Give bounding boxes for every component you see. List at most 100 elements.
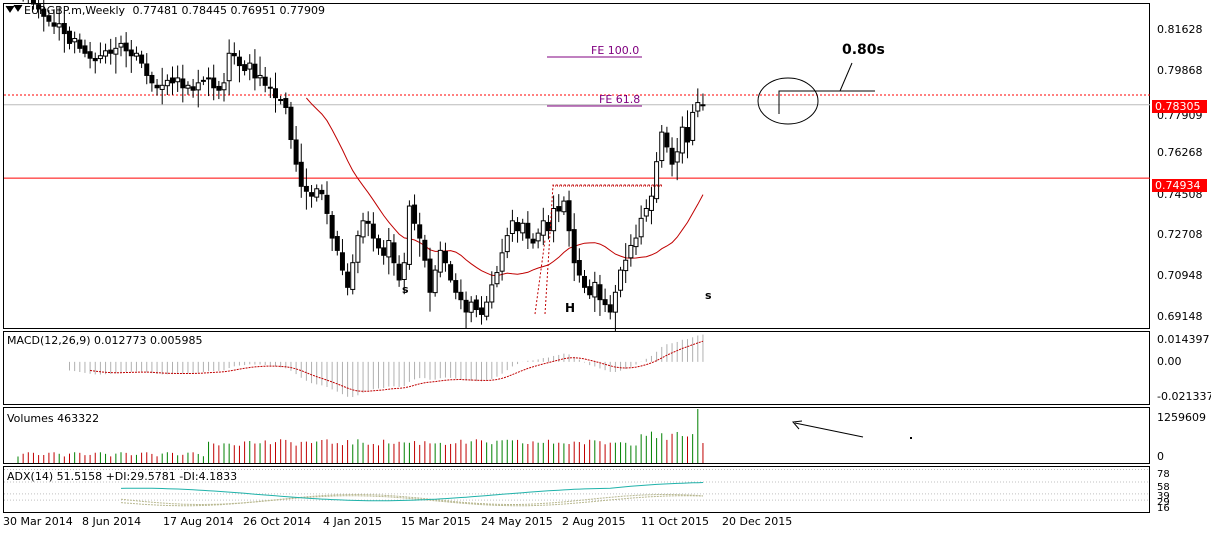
candle-body [221, 82, 227, 91]
candle-body [365, 220, 371, 224]
candle-body [386, 240, 392, 258]
candle-body [648, 195, 654, 211]
candle-body [633, 237, 639, 248]
candle-body [113, 47, 119, 55]
y-tick: 0.70948 [1157, 269, 1203, 282]
target-circle[interactable] [757, 77, 819, 125]
adx-tick: 29 [1157, 497, 1170, 508]
adx-line [120, 482, 704, 502]
candle-body [67, 30, 72, 44]
candle-body [185, 84, 191, 89]
adx-tick: 39 [1157, 491, 1170, 502]
volume-tick: 1259609 [1157, 411, 1206, 424]
head-measure-line[interactable] [544, 184, 662, 315]
y-tick: 0.69148 [1157, 310, 1203, 323]
candles [22, 0, 706, 331]
candle-body [164, 79, 170, 87]
volume-arrow[interactable] [794, 422, 864, 438]
candle-body [494, 272, 500, 285]
macd-panel-frame [3, 331, 1150, 405]
panel-frames [3, 3, 1150, 513]
candle-body [685, 127, 690, 143]
target-pointer [839, 62, 853, 92]
candle-body [190, 86, 196, 91]
candle-body [61, 23, 67, 35]
candle-body [36, 4, 42, 10]
candle-body [72, 37, 78, 43]
candle-body [545, 221, 551, 232]
candle-body [46, 15, 52, 22]
candle-body [278, 99, 284, 102]
target-label: 0.80s [842, 42, 885, 58]
fe618-label: FE 61.8 [599, 93, 641, 106]
candle-body [412, 204, 418, 224]
x-tick: 15 Mar 2015 [401, 515, 471, 528]
target-marker[interactable] [778, 90, 875, 114]
volume-label: Volumes 463322 [7, 412, 100, 425]
candle-body [479, 307, 484, 315]
candle-body [576, 260, 582, 276]
adx-panel [4, 469, 1150, 507]
candle-body [319, 189, 325, 195]
candle-body [262, 76, 268, 86]
y-tick: 0.76268 [1157, 146, 1203, 159]
candle-body [468, 301, 474, 313]
head-label: H [565, 301, 576, 315]
candle-body [530, 238, 536, 244]
candle-body [700, 104, 706, 107]
adx-tick: 16 [1157, 503, 1170, 514]
candle-body [458, 291, 464, 301]
candle-body [463, 299, 469, 313]
candle-body [123, 42, 129, 52]
candle-body [236, 56, 242, 67]
candle-body [118, 42, 124, 48]
candle-body [108, 49, 114, 54]
autoscroll-icon[interactable] [13, 4, 23, 12]
candle-body [283, 98, 289, 108]
candle-body [298, 161, 304, 187]
volume-panel-frame [3, 407, 1150, 464]
candle-body [602, 299, 608, 306]
di-plus-line [120, 494, 704, 505]
volume-tick: 0 [1157, 450, 1164, 463]
candle-body [669, 147, 675, 165]
candle-body [638, 217, 644, 238]
candle-body [303, 185, 309, 192]
candle-body [515, 222, 521, 232]
x-tick: 24 May 2015 [481, 515, 553, 528]
candle-body [427, 258, 433, 293]
dot-marker [910, 437, 912, 439]
candle-body [607, 304, 613, 313]
candle-body [350, 262, 356, 290]
candle-body [82, 45, 88, 54]
candle-body [690, 111, 696, 141]
candle-body [87, 51, 93, 59]
candle-body [597, 284, 603, 301]
candle-body [231, 53, 237, 57]
candle-body [499, 252, 505, 272]
candle-body [442, 250, 448, 264]
candle-body [695, 102, 701, 112]
chart-shift-icon[interactable] [5, 5, 15, 13]
candle-body [679, 126, 685, 154]
candle-body [329, 214, 335, 239]
candle-body [247, 62, 253, 70]
y-tick: 0.79868 [1157, 64, 1203, 77]
candle-body [242, 64, 248, 72]
volume-arrow-head [792, 420, 803, 430]
candle-body [206, 77, 212, 80]
x-tick: 30 Mar 2014 [3, 515, 73, 528]
candle-body [566, 200, 572, 232]
candle-body [659, 131, 665, 162]
candle-body [370, 223, 376, 239]
adx-tick: 78 [1157, 469, 1170, 480]
candle-body [674, 151, 680, 163]
candle-body [273, 88, 278, 99]
head-measure-line-3 [534, 239, 546, 315]
candle-body [355, 235, 361, 263]
x-tick: 11 Oct 2015 [641, 515, 710, 528]
candle-body [175, 77, 181, 83]
ohlc-label: 0.77481 0.78445 0.76951 0.77909 [132, 4, 325, 17]
macd-signal-line [90, 340, 704, 392]
x-tick: 4 Jan 2015 [323, 515, 382, 528]
